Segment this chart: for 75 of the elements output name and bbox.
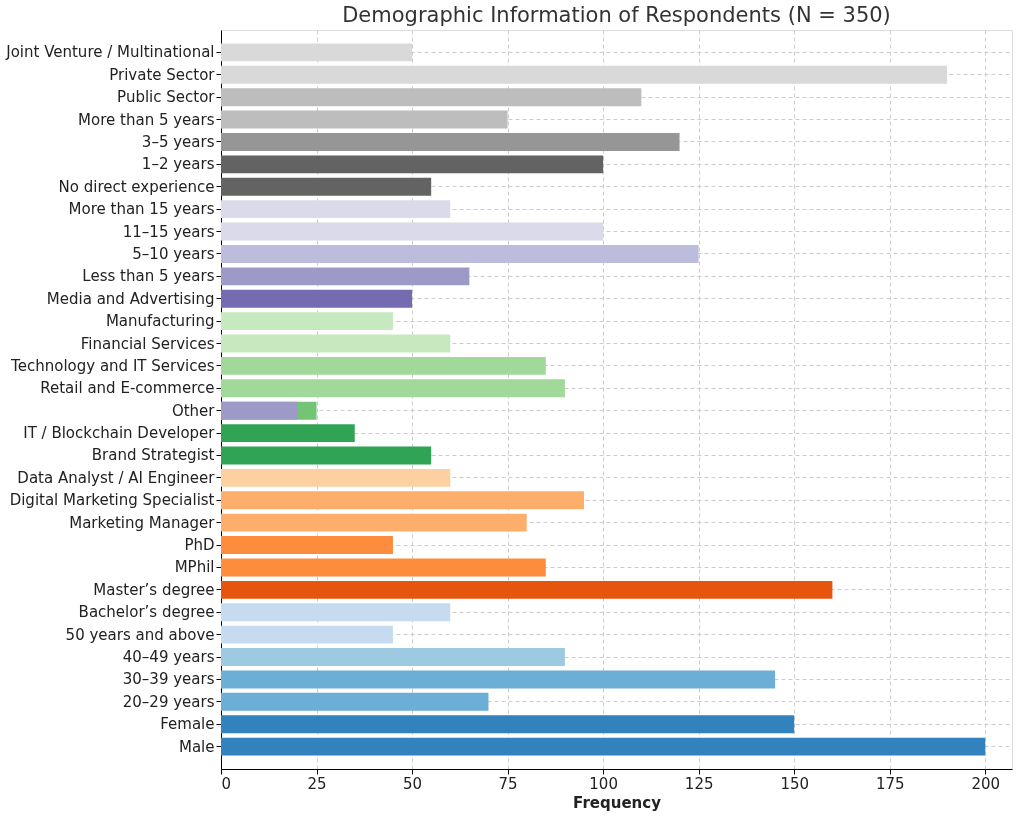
y-tick-label: Technology and IT Services [10,356,215,375]
bar [221,43,413,62]
y-tick-label: Female [160,715,215,734]
x-tick-label: 200 [971,774,1001,793]
x-tick-label: 125 [684,774,714,793]
bar [221,65,948,84]
x-tick-label: 175 [875,774,905,793]
bar [221,379,565,398]
chart-title: Demographic Information of Respondents (N = 350) [342,3,891,27]
y-tick-label: Data Analyst / AI Engineer [17,468,216,487]
bar [221,312,393,331]
bar [221,155,604,174]
bar [221,446,432,465]
y-tick-label: Bachelor’s degree [78,603,215,622]
y-tick-label: IT / Blockchain Developer [23,424,216,443]
bar [221,603,451,622]
x-axis-title: Frequency [573,793,662,812]
y-tick-label: Financial Services [80,334,215,353]
bar [221,222,604,241]
y-tick-label: 20–29 years [122,692,215,711]
y-tick-label: PhD [184,536,215,555]
x-tick-label: 150 [780,774,810,793]
y-tick-label: MPhil [174,558,215,577]
y-tick-label: 40–49 years [122,648,215,667]
y-tick-label: Less than 5 years [82,267,215,286]
bar [221,513,527,532]
y-tick-label: Manufacturing [105,312,215,331]
y-tick-label: Retail and E-commerce [40,379,215,398]
x-tick-label: 50 [403,774,423,793]
bar [221,692,489,711]
bar [221,88,642,107]
y-tick-label: Media and Advertising [46,289,215,308]
y-tick-label: 1–2 years [141,155,215,174]
y-tick-label: Master’s degree [93,580,215,599]
bar [221,558,546,577]
bar [221,536,393,555]
y-tick-label: Public Sector [117,88,216,107]
bar [221,289,413,308]
y-tick-label: 11–15 years [122,222,215,241]
bar [221,200,451,219]
y-tick-label: 3–5 years [141,132,215,151]
y-tick-label: 30–39 years [122,670,215,689]
bar [221,625,393,644]
bar [221,244,699,263]
y-tick-label: 50 years and above [65,625,215,644]
y-tick-label: More than 5 years [78,110,215,129]
y-tick-label: Brand Strategist [91,446,215,465]
bar [221,267,470,286]
bar [221,177,432,196]
bar [221,670,776,689]
bar [221,580,833,599]
bar [221,715,795,734]
bar [221,133,680,151]
x-tick-label: 25 [307,774,327,793]
bar [221,491,585,510]
x-tick-label: 100 [589,774,618,793]
x-tick-label: 75 [498,774,518,793]
y-tick-label: Digital Marketing Specialist [9,491,215,510]
y-tick-label: Joint Venture / Multinational [5,43,215,62]
bar [221,468,451,487]
y-tick-label: Other [171,401,216,420]
y-tick-label: 5–10 years [132,244,215,263]
y-tick-label: No direct experience [58,177,215,196]
bar [221,424,355,443]
x-tick-label: 0 [221,774,232,793]
bar [221,648,565,666]
y-tick-label: Private Sector [109,65,216,84]
y-tick-label: More than 15 years [68,200,215,219]
y-tick-label: Marketing Manager [69,513,216,532]
bar [221,737,986,756]
bar [221,356,546,375]
y-tick-label: Male [178,737,215,756]
bar [221,334,451,353]
bar [221,110,508,129]
bar [221,401,298,420]
